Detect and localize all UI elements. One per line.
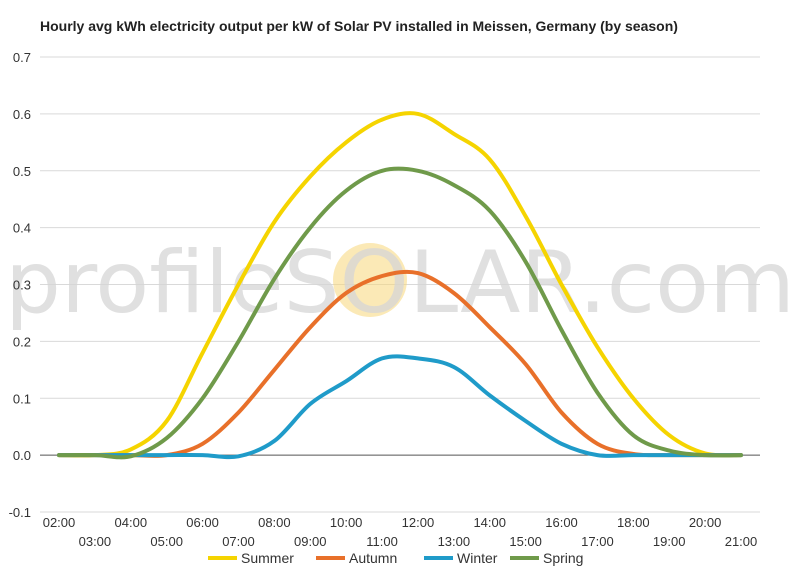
x-tick-label: 17:00 [581,534,614,549]
watermark-text: profileSOLAR.com [5,233,795,333]
x-tick-label: 21:00 [725,534,758,549]
chart-title: Hourly avg kWh electricity output per kW… [40,18,678,34]
x-tick-label: 15:00 [509,534,542,549]
y-tick-label: 0.6 [13,107,31,122]
x-tick-label: 02:00 [43,515,76,530]
x-tick-label: 18:00 [617,515,650,530]
legend-label: Summer [241,550,294,566]
y-tick-label: 0.2 [13,334,31,349]
x-tick-label: 10:00 [330,515,363,530]
x-tick-label: 16:00 [545,515,578,530]
x-tick-label: 08:00 [258,515,291,530]
y-tick-label: 0.1 [13,391,31,406]
x-tick-label: 09:00 [294,534,327,549]
series-lines [57,111,743,460]
x-tick-label: 19:00 [653,534,686,549]
y-tick-label: 0.7 [13,50,31,65]
series-line-winter [57,354,743,460]
x-tick-label: 06:00 [186,515,219,530]
watermark: profileSOLAR.com [5,233,795,333]
x-tick-label: 05:00 [150,534,183,549]
y-tick-label: 0.3 [13,278,31,293]
x-tick-label: 11:00 [366,534,398,549]
y-tick-label: -0.1 [9,505,31,520]
legend: Summer Autumn Winter Spring [208,550,583,566]
x-tick-label: 13:00 [438,534,471,549]
series-line-spring [57,166,743,460]
legend-label: Spring [543,550,583,566]
y-tick-label: 0.4 [13,221,31,236]
legend-label: Winter [457,550,498,566]
x-tick-label: 03:00 [79,534,112,549]
x-tick-label: 07:00 [222,534,255,549]
legend-label: Autumn [349,550,397,566]
y-tick-label: 0.5 [13,164,31,179]
x-tick-label: 14:00 [473,515,506,530]
series-line-summer [57,111,743,458]
x-tick-label: 20:00 [689,515,722,530]
x-tick-label: 12:00 [402,515,435,530]
x-axis-ticks: 02:0003:0004:0005:0006:0007:0008:0009:00… [43,515,758,549]
y-axis-ticks: 0.7 0.6 0.5 0.4 0.3 0.2 0.1 0.0 -0.1 [9,50,31,520]
x-tick-label: 04:00 [115,515,148,530]
y-tick-label: 0.0 [13,448,31,463]
